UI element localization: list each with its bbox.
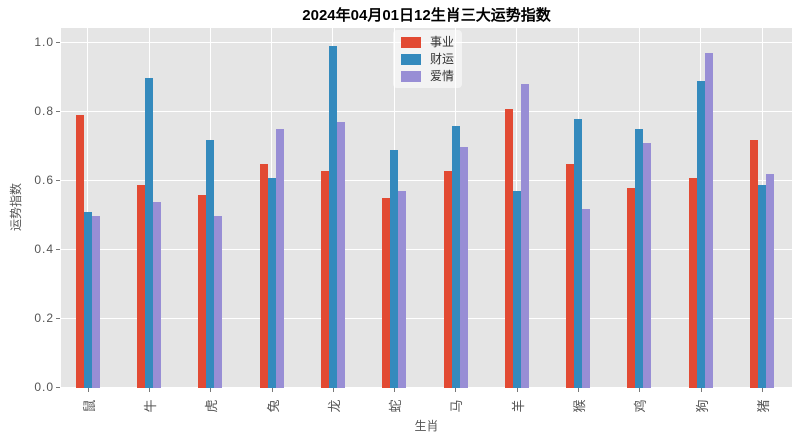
x-tick-label: 兔 bbox=[265, 399, 281, 413]
bar-0-4 bbox=[320, 170, 329, 388]
bar-2-4 bbox=[336, 122, 345, 388]
x-tick-mark bbox=[639, 388, 640, 392]
x-tick-label: 鸡 bbox=[632, 399, 648, 413]
gridline-vertical bbox=[87, 28, 89, 388]
x-tick-mark bbox=[149, 388, 150, 392]
y-tick-mark bbox=[56, 387, 60, 388]
x-tick-mark bbox=[394, 388, 395, 392]
legend-swatch-love bbox=[401, 70, 421, 82]
chart-title: 2024年04月01日12生肖三大运势指数 bbox=[302, 7, 551, 24]
bar-1-9 bbox=[635, 129, 644, 388]
x-tick-label: 马 bbox=[448, 399, 464, 413]
x-tick-label: 羊 bbox=[510, 399, 526, 413]
y-tick-label: 0.6 bbox=[34, 173, 54, 187]
bar-1-0 bbox=[83, 212, 92, 388]
x-tick-mark bbox=[333, 388, 334, 392]
y-tick-mark bbox=[56, 180, 60, 181]
gridline-horizontal bbox=[61, 318, 792, 319]
legend-swatch-wealth bbox=[401, 53, 421, 65]
bar-1-8 bbox=[574, 118, 583, 388]
y-tick-label: 1.0 bbox=[34, 35, 54, 49]
x-tick-label: 狗 bbox=[694, 399, 710, 413]
y-tick-mark bbox=[56, 249, 60, 250]
legend-label-wealth: 财运 bbox=[430, 52, 455, 66]
y-tick-label: 0.4 bbox=[34, 242, 54, 256]
x-tick-mark bbox=[578, 388, 579, 392]
legend-item-career: 事业 bbox=[401, 35, 454, 49]
y-tick-mark bbox=[56, 111, 60, 112]
y-tick-mark bbox=[56, 318, 60, 319]
bar-2-8 bbox=[582, 208, 591, 388]
gridline-horizontal bbox=[61, 249, 792, 250]
bar-0-10 bbox=[688, 177, 697, 388]
bar-0-8 bbox=[566, 163, 575, 388]
bar-1-10 bbox=[696, 80, 705, 388]
bar-0-7 bbox=[504, 108, 513, 388]
bar-0-9 bbox=[627, 187, 636, 388]
bar-2-0 bbox=[91, 215, 100, 388]
y-tick-label: 0.8 bbox=[34, 104, 54, 118]
bar-1-1 bbox=[145, 77, 153, 388]
x-tick-label: 虎 bbox=[203, 399, 219, 413]
bar-1-3 bbox=[267, 177, 276, 388]
bar-1-6 bbox=[451, 125, 460, 388]
legend-item-love: 爱情 bbox=[401, 69, 454, 83]
legend-label-love: 爱情 bbox=[430, 69, 455, 83]
x-tick-label: 龙 bbox=[326, 399, 342, 413]
x-tick-mark bbox=[272, 388, 273, 392]
x-tick-label: 蛇 bbox=[387, 399, 403, 413]
bar-0-11 bbox=[750, 139, 758, 388]
bar-2-9 bbox=[643, 143, 652, 388]
y-tick-label: 0.0 bbox=[34, 380, 54, 394]
bar-2-7 bbox=[520, 84, 529, 388]
gridline-horizontal bbox=[61, 111, 792, 112]
legend: 事业 财运 爱情 bbox=[393, 30, 463, 88]
bar-1-7 bbox=[512, 191, 521, 388]
bar-2-2 bbox=[214, 215, 223, 388]
bar-2-5 bbox=[398, 191, 407, 388]
bar-1-2 bbox=[206, 139, 215, 388]
bar-0-3 bbox=[259, 163, 268, 388]
bar-1-4 bbox=[328, 46, 337, 388]
gridline-horizontal bbox=[61, 180, 792, 181]
y-tick-mark bbox=[56, 42, 60, 43]
x-tick-mark bbox=[210, 388, 211, 392]
bar-1-11 bbox=[758, 184, 766, 388]
x-axis-label: 生肖 bbox=[414, 419, 439, 433]
legend-swatch-career bbox=[401, 36, 421, 48]
bar-2-6 bbox=[459, 146, 468, 388]
y-tick-label: 0.2 bbox=[34, 311, 54, 325]
bar-0-0 bbox=[75, 115, 84, 388]
x-tick-mark bbox=[455, 388, 456, 392]
bar-2-11 bbox=[766, 174, 774, 388]
x-tick-mark bbox=[517, 388, 518, 392]
legend-label-career: 事业 bbox=[430, 35, 455, 49]
bar-2-1 bbox=[153, 201, 161, 388]
bar-1-5 bbox=[390, 150, 399, 388]
y-axis-label: 运势指数 bbox=[9, 183, 23, 232]
bar-0-2 bbox=[198, 194, 207, 388]
x-tick-mark bbox=[701, 388, 702, 392]
plot-area bbox=[61, 28, 792, 388]
x-tick-label: 牛 bbox=[142, 399, 158, 413]
x-tick-mark bbox=[88, 388, 89, 392]
bar-0-5 bbox=[382, 198, 391, 388]
gridline-horizontal bbox=[61, 387, 792, 388]
bar-2-10 bbox=[704, 53, 713, 388]
bar-2-3 bbox=[275, 129, 284, 388]
bar-0-6 bbox=[443, 170, 452, 388]
legend-item-wealth: 财运 bbox=[401, 52, 454, 66]
x-tick-label: 鼠 bbox=[81, 399, 97, 413]
x-tick-label: 猴 bbox=[571, 399, 587, 413]
bar-0-1 bbox=[137, 184, 145, 388]
x-tick-mark bbox=[762, 388, 763, 392]
x-tick-label: 猪 bbox=[755, 399, 771, 413]
